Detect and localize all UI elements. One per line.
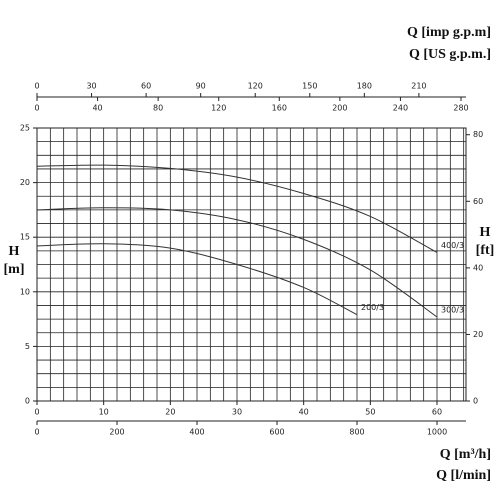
x-tick-label: 60 xyxy=(141,82,151,91)
x-tick-label: 160 xyxy=(272,104,287,113)
x-tick-label: 50 xyxy=(365,408,375,417)
x-tick-label: 40 xyxy=(299,408,309,417)
y2-tick-label: 80 xyxy=(473,130,483,139)
x-tick-label: 60 xyxy=(432,408,442,417)
x-axis-title: Q [l/min] xyxy=(436,468,491,483)
x-tick-label: 150 xyxy=(302,82,317,91)
x-tick-label: 280 xyxy=(453,104,468,113)
y2-unit: [ft] xyxy=(476,243,495,258)
y-tick-label: 0 xyxy=(25,397,30,406)
x-axis-title: Q [m³/h] xyxy=(440,447,491,462)
x-tick-label: 20 xyxy=(165,408,175,417)
x-tick-label: 0 xyxy=(34,104,39,113)
y2-tick-label: 60 xyxy=(473,197,483,206)
pump-curve xyxy=(36,164,438,253)
y-tick-label: 15 xyxy=(20,233,30,242)
x-tick-label: 40 xyxy=(92,104,102,113)
curve-label: 300/3 xyxy=(441,305,464,314)
y-tick-label: 10 xyxy=(20,287,30,296)
x-tick-label: 0 xyxy=(34,82,39,91)
curve-label: 400/3 xyxy=(441,241,464,250)
x-tick-label: 1000 xyxy=(427,428,447,437)
x-tick-label: 0 xyxy=(34,408,39,417)
pump-curve xyxy=(36,243,358,316)
x-tick-label: 600 xyxy=(269,428,284,437)
x-tick-label: 400 xyxy=(189,428,204,437)
x-tick-label: 0 xyxy=(34,428,39,437)
x-tick-label: 180 xyxy=(357,82,372,91)
y-tick-label: 25 xyxy=(20,124,30,133)
x-tick-label: 30 xyxy=(86,82,96,91)
curve-label: 200/3 xyxy=(361,303,384,312)
x-tick-label: 210 xyxy=(411,82,426,91)
x-tick-label: 30 xyxy=(232,408,242,417)
y-tick-label: 20 xyxy=(20,178,30,187)
x-tick-label: 200 xyxy=(109,428,124,437)
y2-label: H xyxy=(480,225,491,240)
x-axis-title: Q [imp g.p.m] xyxy=(407,25,491,40)
y-tick-label: 5 xyxy=(25,342,30,351)
y2-tick-label: 0 xyxy=(473,397,478,406)
y-label: H xyxy=(9,244,20,259)
plot-frame xyxy=(36,127,467,402)
x-tick-label: 90 xyxy=(196,82,206,91)
x-tick-label: 240 xyxy=(393,104,408,113)
y2-tick-label: 20 xyxy=(473,330,483,339)
y2-tick-label: 40 xyxy=(473,263,483,272)
x-tick-label: 800 xyxy=(349,428,364,437)
x-tick-label: 120 xyxy=(248,82,263,91)
y-unit: [m] xyxy=(4,262,25,277)
pump-curve xyxy=(36,207,438,318)
x-tick-label: 10 xyxy=(99,408,109,417)
x-axis-title: Q [US g.p.m.] xyxy=(409,47,491,62)
x-tick-label: 120 xyxy=(211,104,226,113)
x-tick-label: 80 xyxy=(153,104,163,113)
x-tick-label: 200 xyxy=(332,104,347,113)
